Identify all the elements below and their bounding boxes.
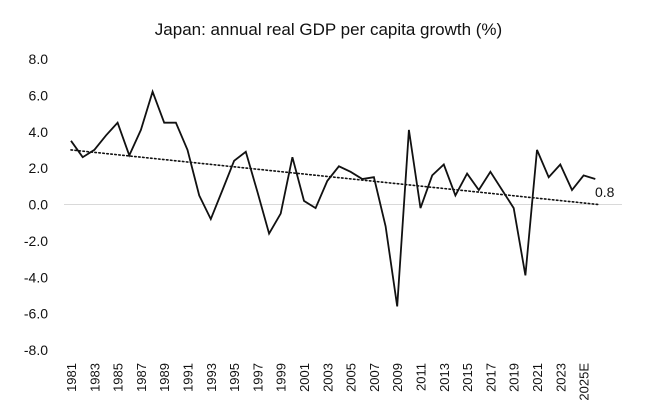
x-tick-label: 2001 [297, 363, 312, 392]
series-line-gdp-growth [70, 88, 596, 307]
x-tick-label: 2009 [390, 363, 405, 392]
chart-title: Japan: annual real GDP per capita growth… [154, 20, 503, 39]
y-tick-label: -4.0 [24, 269, 48, 285]
x-tick-label: 2017 [483, 363, 498, 392]
x-tick-label: 1991 [181, 363, 196, 392]
x-tick-label: 2011 [414, 363, 429, 391]
y-tick-label: 4.0 [29, 124, 49, 140]
x-tick-label: 1997 [250, 363, 265, 392]
x-tick-label: 1993 [204, 363, 219, 392]
x-tick-label: 2019 [507, 363, 522, 392]
y-tick-label: 2.0 [29, 160, 49, 176]
x-tick-label: 2023 [553, 363, 568, 392]
x-tick-label: 2015 [460, 363, 475, 392]
x-tick-label: 2005 [344, 363, 359, 392]
x-tick-label: 1981 [64, 363, 79, 392]
y-tick-label: -6.0 [24, 306, 48, 322]
x-tick-label: 2013 [437, 363, 452, 392]
x-tick-label: 1983 [87, 363, 102, 392]
x-tick-label: 1995 [227, 363, 242, 392]
x-tick-label: 1987 [134, 363, 149, 392]
y-tick-label: -2.0 [24, 233, 48, 249]
trend-line [70, 149, 600, 206]
x-tick-label: 2025E [577, 363, 592, 401]
x-tick-label: 1999 [274, 363, 289, 392]
x-tick-label: 1989 [157, 363, 172, 392]
x-tick-label: 2003 [320, 363, 335, 392]
y-tick-label: 6.0 [29, 87, 49, 103]
y-tick-label: -8.0 [24, 342, 48, 358]
x-tick-label: 2007 [367, 363, 382, 392]
end-value-label: 0.8 [595, 184, 615, 200]
y-tick-label: 8.0 [29, 51, 49, 67]
x-tick-label: 2021 [530, 363, 545, 392]
x-tick-label: 1985 [111, 363, 126, 392]
y-tick-label: 0.0 [29, 197, 49, 213]
